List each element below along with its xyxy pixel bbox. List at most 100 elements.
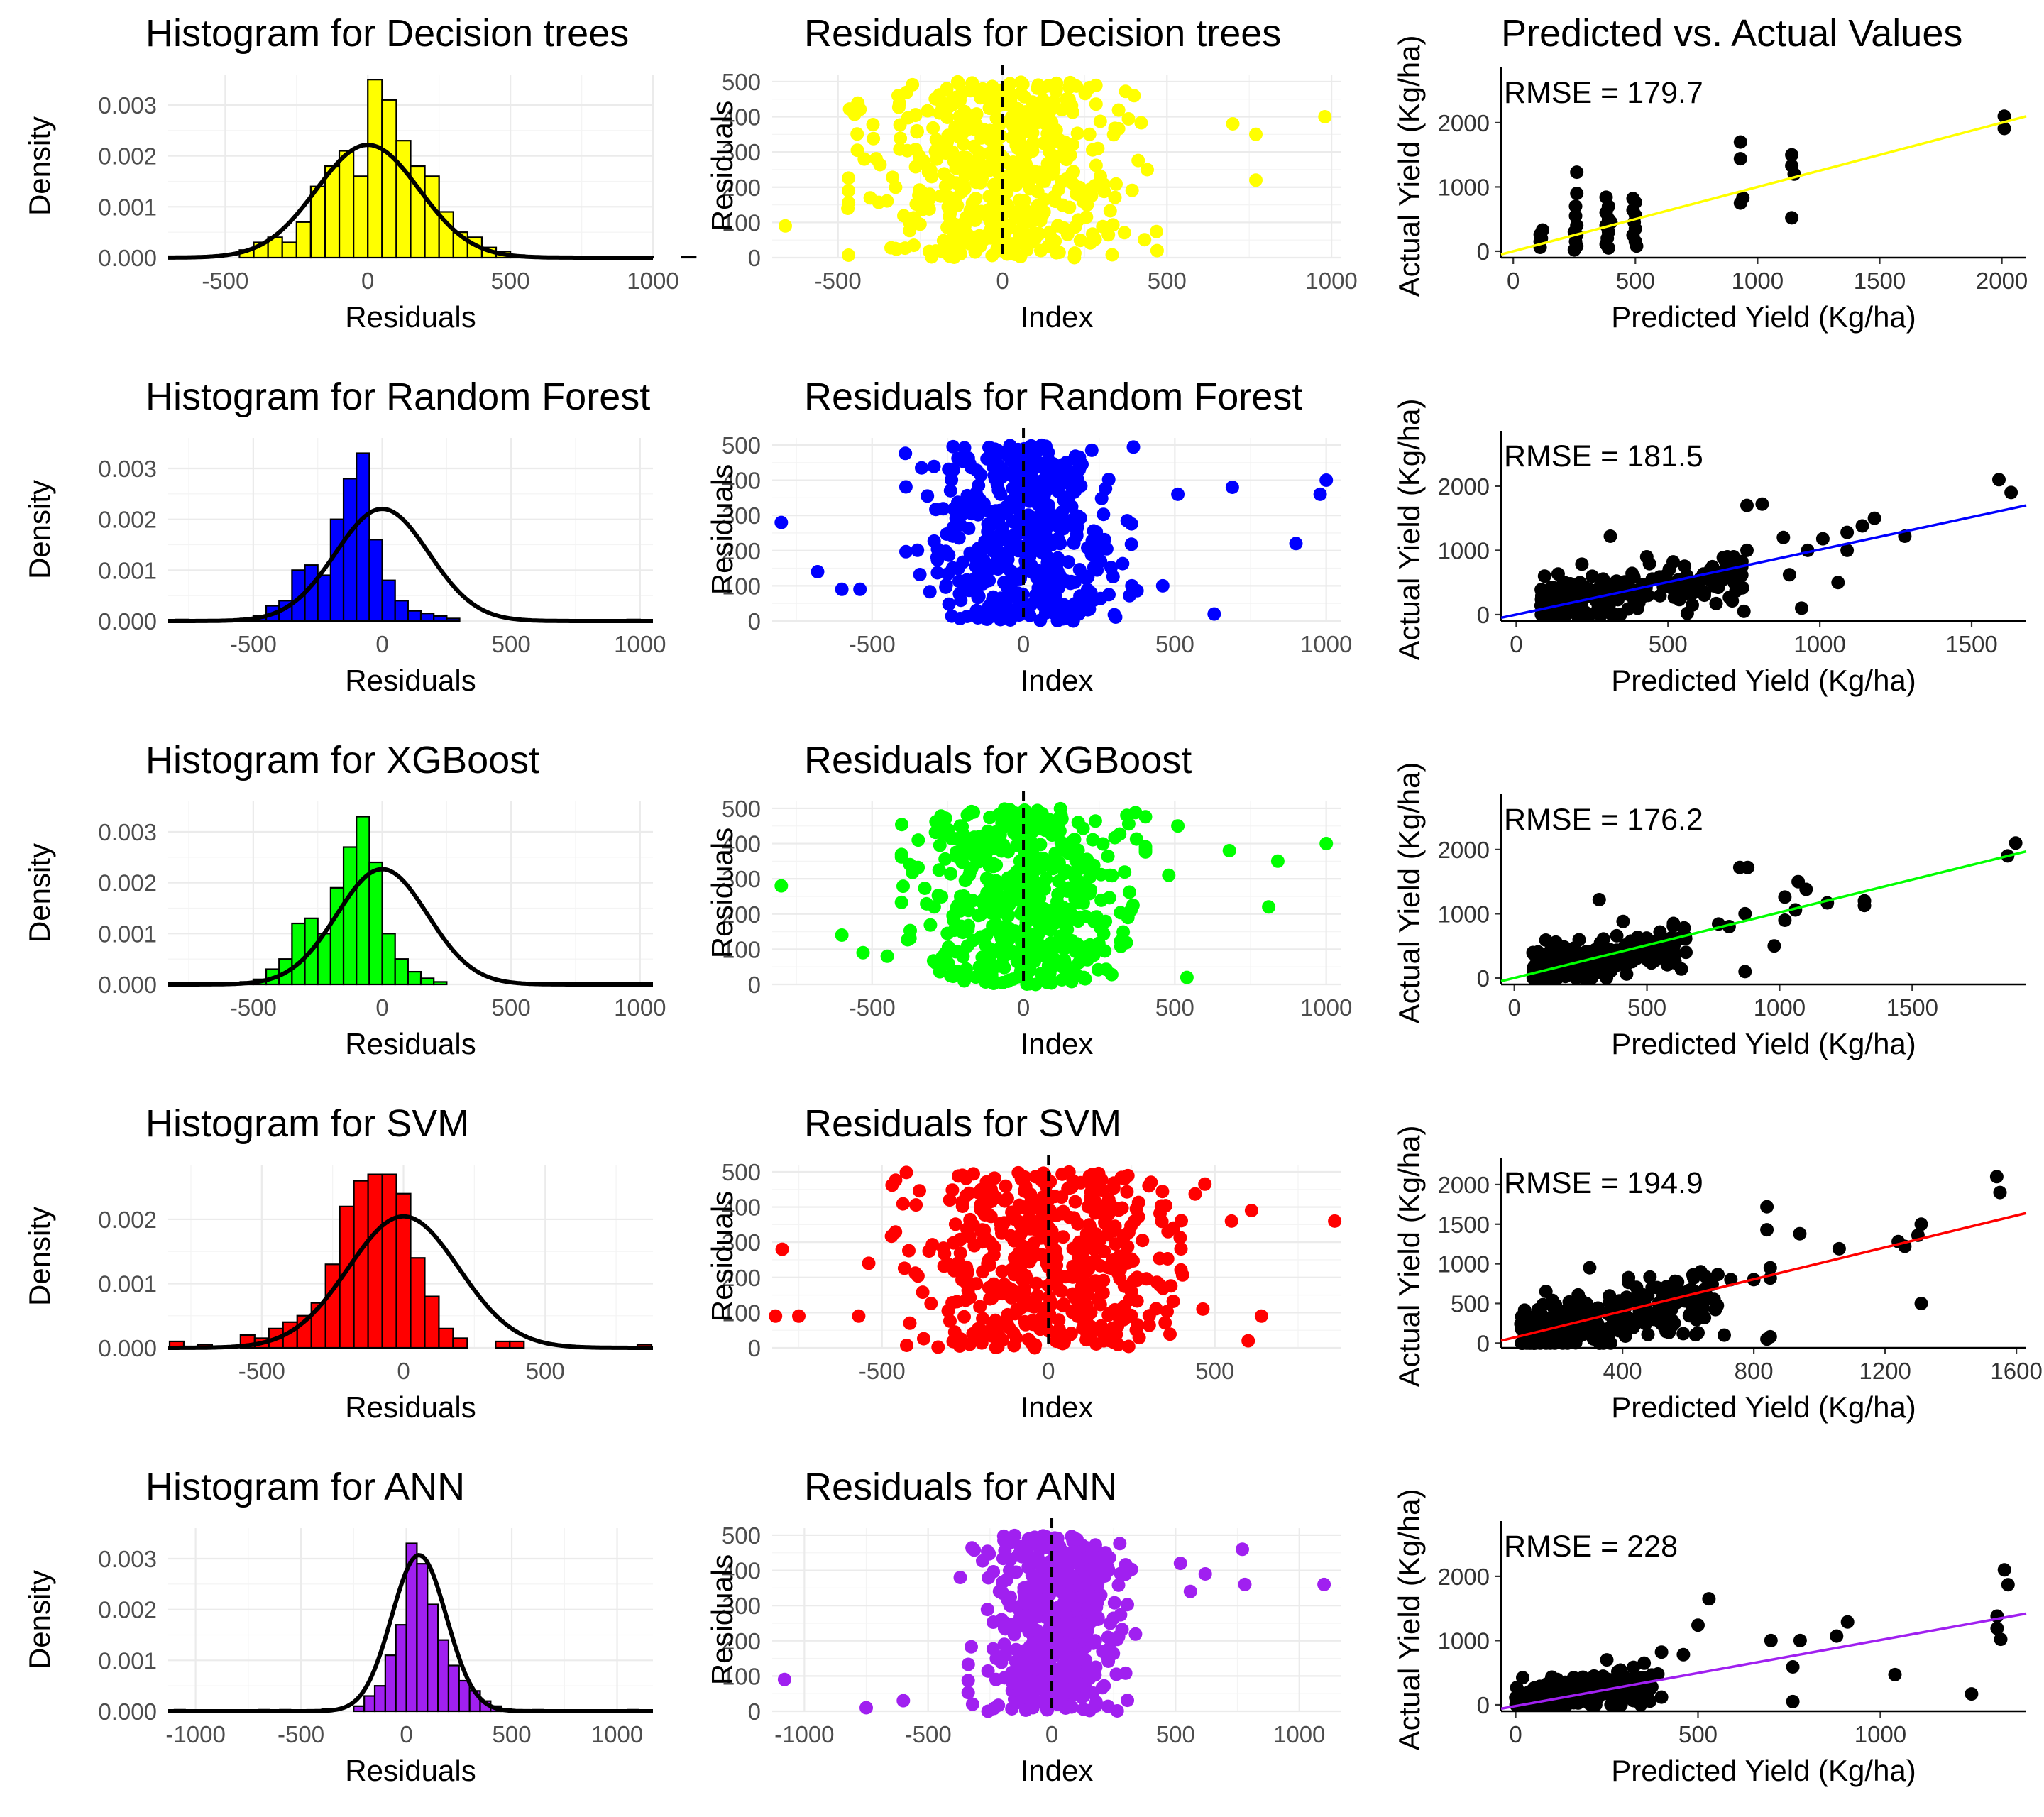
prediction-point — [1603, 529, 1617, 543]
x-tick-label: 1000 — [614, 994, 666, 1021]
residual-point — [1115, 1623, 1129, 1637]
histogram-bar — [407, 970, 422, 986]
prediction-point — [1554, 1698, 1568, 1712]
residual-point — [1105, 248, 1119, 262]
prediction-point — [1592, 893, 1606, 906]
residual-point — [985, 79, 999, 94]
residual-point — [1096, 219, 1110, 234]
residual-point — [867, 131, 881, 146]
x-tick-label: 0 — [375, 631, 388, 657]
prediction-point — [1740, 543, 1754, 557]
residual-point — [946, 439, 960, 454]
residual-point — [1068, 449, 1082, 463]
residual-point — [1099, 1546, 1113, 1560]
y-tick-label: 0 — [1477, 1330, 1490, 1356]
x-tick-label: -500 — [849, 631, 896, 657]
x-tick-label: 0 — [1017, 994, 1030, 1021]
residual-point — [1126, 898, 1140, 912]
panel-res-0: Residuals for Decision trees-500 0 500 1000… — [705, 12, 1358, 334]
residual-point — [1097, 1244, 1111, 1258]
residual-point — [1111, 103, 1126, 117]
residual-point — [1082, 1218, 1097, 1232]
panel-title: Histogram for ANN — [145, 1466, 465, 1508]
residual-point — [1020, 124, 1033, 138]
prediction-point — [1576, 1307, 1590, 1321]
residual-point — [1207, 607, 1221, 621]
prediction-point — [1653, 925, 1667, 939]
prediction-point — [1778, 913, 1792, 927]
x-tick-label: -500 — [230, 994, 277, 1021]
prediction-point — [1990, 1621, 2004, 1635]
prediction-point — [1782, 568, 1796, 582]
residual-point — [1000, 1192, 1014, 1206]
y-tick-label: 0.002 — [98, 507, 157, 533]
prediction-point — [1517, 1686, 1531, 1701]
residual-point — [1071, 816, 1085, 830]
prediction-point — [1855, 519, 1869, 533]
prediction-point — [1572, 933, 1586, 947]
residual-point — [976, 1312, 990, 1326]
residual-point — [1089, 158, 1103, 172]
panel-res-3: Residuals for SVM -500 0 500 0 100 200 300 400 50… — [705, 1102, 1342, 1424]
residual-point — [880, 949, 894, 963]
residual-point — [811, 565, 825, 578]
histogram-bar — [394, 600, 409, 622]
residual-point — [931, 889, 945, 902]
prediction-point — [1645, 572, 1659, 586]
prediction-point — [1609, 1294, 1623, 1308]
histogram-bar — [295, 221, 312, 259]
residual-point — [1117, 226, 1131, 240]
residual-point — [1084, 443, 1099, 457]
histogram-bar — [416, 1563, 429, 1713]
residual-point — [1104, 561, 1118, 575]
y-tick-label: 100 — [722, 936, 761, 962]
residual-point — [1121, 1339, 1136, 1354]
panel-title: Histogram for XGBoost — [145, 739, 539, 781]
residual-point — [913, 1184, 926, 1198]
residual-point — [986, 857, 1000, 871]
y-tick-label: 400 — [722, 104, 761, 131]
prediction-point — [1993, 1185, 2007, 1200]
x-tick-label: 500 — [1195, 1358, 1234, 1384]
x-tick-label: 1000 — [1305, 268, 1357, 294]
residual-point — [972, 478, 986, 493]
residual-point — [1052, 246, 1066, 260]
residual-point — [1102, 588, 1116, 602]
residual-point — [961, 1674, 975, 1688]
y-tick-label: 0 — [1477, 602, 1490, 628]
residual-point — [981, 1544, 994, 1559]
histogram-bar — [381, 99, 397, 259]
x-tick-label: 0 — [361, 268, 374, 294]
prediction-point — [1691, 1618, 1705, 1632]
panel-title: Residuals for ANN — [804, 1466, 1117, 1508]
panel-title: Residuals for Decision trees — [804, 12, 1281, 55]
residual-point — [1064, 1327, 1078, 1341]
prediction-point — [1831, 576, 1845, 590]
residual-point — [903, 923, 917, 938]
prediction-point — [1734, 569, 1748, 583]
prediction-point — [1659, 1302, 1674, 1316]
residual-point — [947, 1325, 962, 1339]
prediction-point — [1997, 1563, 2011, 1577]
residual-point — [1045, 115, 1059, 129]
residual-point — [1003, 1564, 1016, 1577]
residual-point — [1238, 1577, 1252, 1591]
residual-point — [1077, 1702, 1090, 1716]
panel-title: Residuals for SVM — [804, 1102, 1121, 1145]
y-tick-label: 0 — [1477, 238, 1490, 265]
residual-point — [1129, 832, 1143, 846]
prediction-point — [1676, 1327, 1691, 1341]
x-tick-label: -1000 — [774, 1721, 834, 1747]
residual-point — [930, 566, 945, 580]
residual-point — [1097, 507, 1111, 522]
residual-point — [933, 838, 947, 852]
prediction-point — [1711, 581, 1725, 595]
histogram-bar — [381, 579, 396, 622]
residual-point — [851, 96, 865, 110]
y-tick-label: 0 — [748, 608, 761, 635]
residual-point — [1082, 127, 1097, 141]
prediction-point — [1611, 593, 1625, 607]
prediction-point — [1620, 967, 1634, 981]
residual-point — [936, 502, 950, 516]
y-tick-label: 2000 — [1438, 837, 1490, 863]
